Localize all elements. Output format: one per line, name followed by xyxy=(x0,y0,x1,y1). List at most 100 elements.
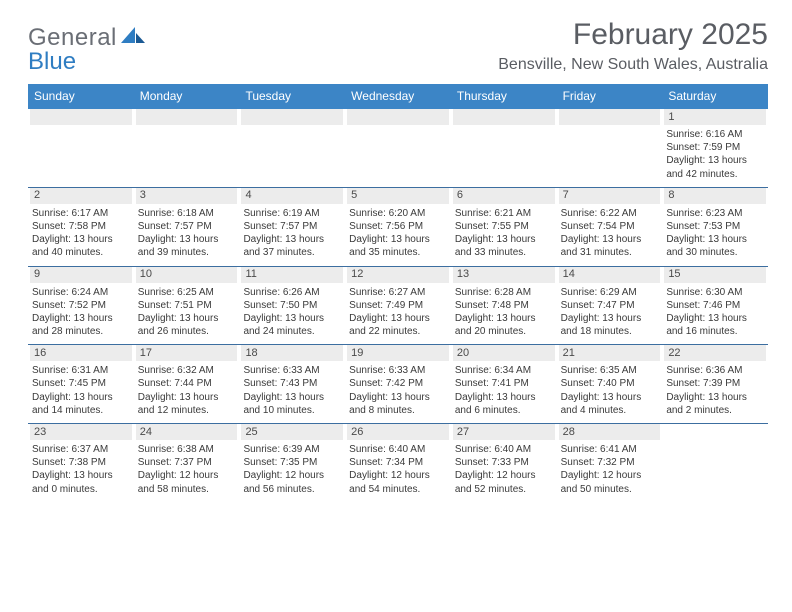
day-cell: 8Sunrise: 6:23 AMSunset: 7:53 PMDaylight… xyxy=(662,188,768,266)
day-number-strip xyxy=(559,109,661,125)
title-block: February 2025 Bensville, New South Wales… xyxy=(498,18,768,74)
weeks-container: 1Sunrise: 6:16 AMSunset: 7:59 PMDaylight… xyxy=(28,109,768,502)
daylight2-line: and 16 minutes. xyxy=(664,325,766,338)
daylight2-line: and 28 minutes. xyxy=(30,325,132,338)
day-number-strip: 28 xyxy=(559,424,661,440)
calendar: SundayMondayTuesdayWednesdayThursdayFrid… xyxy=(28,84,768,502)
daylight1-line: Daylight: 13 hours xyxy=(241,233,343,246)
day-number-strip: 26 xyxy=(347,424,449,440)
daylight2-line: and 39 minutes. xyxy=(136,246,238,259)
daylight1-line: Daylight: 13 hours xyxy=(559,312,661,325)
sunrise-line: Sunrise: 6:39 AM xyxy=(241,443,343,456)
sunset-line: Sunset: 7:58 PM xyxy=(30,220,132,233)
day-number-strip: 4 xyxy=(241,188,343,204)
day-cell: 10Sunrise: 6:25 AMSunset: 7:51 PMDayligh… xyxy=(134,267,240,345)
day-cell: 19Sunrise: 6:33 AMSunset: 7:42 PMDayligh… xyxy=(345,345,451,423)
day-cell: 18Sunrise: 6:33 AMSunset: 7:43 PMDayligh… xyxy=(239,345,345,423)
day-number: 10 xyxy=(140,267,152,282)
sunrise-line: Sunrise: 6:24 AM xyxy=(30,286,132,299)
sunset-line: Sunset: 7:34 PM xyxy=(347,456,449,469)
weekday-header: Wednesday xyxy=(345,84,451,109)
daylight2-line: and 52 minutes. xyxy=(453,483,555,496)
day-cell: 7Sunrise: 6:22 AMSunset: 7:54 PMDaylight… xyxy=(557,188,663,266)
day-number: 14 xyxy=(563,267,575,282)
daylight2-line: and 20 minutes. xyxy=(453,325,555,338)
sunrise-line: Sunrise: 6:17 AM xyxy=(30,207,132,220)
day-cell: 14Sunrise: 6:29 AMSunset: 7:47 PMDayligh… xyxy=(557,267,663,345)
empty-cell xyxy=(134,109,240,187)
day-cell: 5Sunrise: 6:20 AMSunset: 7:56 PMDaylight… xyxy=(345,188,451,266)
day-number-strip: 22 xyxy=(664,345,766,361)
day-cell: 16Sunrise: 6:31 AMSunset: 7:45 PMDayligh… xyxy=(28,345,134,423)
daylight1-line: Daylight: 13 hours xyxy=(664,312,766,325)
daylight2-line: and 10 minutes. xyxy=(241,404,343,417)
sunset-line: Sunset: 7:35 PM xyxy=(241,456,343,469)
sunrise-line: Sunrise: 6:28 AM xyxy=(453,286,555,299)
sunrise-line: Sunrise: 6:20 AM xyxy=(347,207,449,220)
sunrise-line: Sunrise: 6:37 AM xyxy=(30,443,132,456)
sunset-line: Sunset: 7:47 PM xyxy=(559,299,661,312)
day-number: 13 xyxy=(457,267,469,282)
day-number: 7 xyxy=(563,188,569,203)
day-cell: 15Sunrise: 6:30 AMSunset: 7:46 PMDayligh… xyxy=(662,267,768,345)
sunset-line: Sunset: 7:44 PM xyxy=(136,377,238,390)
sunset-line: Sunset: 7:37 PM xyxy=(136,456,238,469)
daylight2-line: and 26 minutes. xyxy=(136,325,238,338)
day-number: 25 xyxy=(245,425,257,440)
day-number: 11 xyxy=(245,267,256,282)
sunset-line: Sunset: 7:40 PM xyxy=(559,377,661,390)
daylight1-line: Daylight: 13 hours xyxy=(136,391,238,404)
sunset-line: Sunset: 7:32 PM xyxy=(559,456,661,469)
daylight1-line: Daylight: 13 hours xyxy=(136,233,238,246)
day-number-strip: 2 xyxy=(30,188,132,204)
daylight2-line: and 54 minutes. xyxy=(347,483,449,496)
day-cell: 3Sunrise: 6:18 AMSunset: 7:57 PMDaylight… xyxy=(134,188,240,266)
daylight1-line: Daylight: 13 hours xyxy=(241,391,343,404)
daylight1-line: Daylight: 13 hours xyxy=(347,391,449,404)
daylight2-line: and 50 minutes. xyxy=(559,483,661,496)
weekday-header: Tuesday xyxy=(239,84,345,109)
daylight1-line: Daylight: 12 hours xyxy=(136,469,238,482)
day-number-strip: 17 xyxy=(136,345,238,361)
day-number: 23 xyxy=(34,425,46,440)
day-number: 6 xyxy=(457,188,463,203)
daylight2-line: and 24 minutes. xyxy=(241,325,343,338)
sunrise-line: Sunrise: 6:33 AM xyxy=(241,364,343,377)
day-cell: 28Sunrise: 6:41 AMSunset: 7:32 PMDayligh… xyxy=(557,424,663,502)
sunset-line: Sunset: 7:53 PM xyxy=(664,220,766,233)
daylight1-line: Daylight: 13 hours xyxy=(347,233,449,246)
day-number: 19 xyxy=(351,346,363,361)
month-title: February 2025 xyxy=(498,18,768,52)
day-number: 8 xyxy=(668,188,674,203)
week-row: 9Sunrise: 6:24 AMSunset: 7:52 PMDaylight… xyxy=(28,267,768,346)
daylight1-line: Daylight: 12 hours xyxy=(453,469,555,482)
empty-cell xyxy=(239,109,345,187)
day-cell: 20Sunrise: 6:34 AMSunset: 7:41 PMDayligh… xyxy=(451,345,557,423)
sunset-line: Sunset: 7:46 PM xyxy=(664,299,766,312)
day-cell: 24Sunrise: 6:38 AMSunset: 7:37 PMDayligh… xyxy=(134,424,240,502)
sunrise-line: Sunrise: 6:30 AM xyxy=(664,286,766,299)
empty-cell xyxy=(345,109,451,187)
daylight1-line: Daylight: 12 hours xyxy=(559,469,661,482)
daylight2-line: and 56 minutes. xyxy=(241,483,343,496)
sunrise-line: Sunrise: 6:26 AM xyxy=(241,286,343,299)
day-number: 27 xyxy=(457,425,469,440)
day-number-strip: 16 xyxy=(30,345,132,361)
sunrise-line: Sunrise: 6:38 AM xyxy=(136,443,238,456)
sunset-line: Sunset: 7:52 PM xyxy=(30,299,132,312)
daylight2-line: and 40 minutes. xyxy=(30,246,132,259)
sunset-line: Sunset: 7:48 PM xyxy=(453,299,555,312)
sunset-line: Sunset: 7:54 PM xyxy=(559,220,661,233)
page: General February 2025 Bensville, New Sou… xyxy=(0,0,792,520)
day-number-strip: 23 xyxy=(30,424,132,440)
day-number-strip: 27 xyxy=(453,424,555,440)
day-cell: 21Sunrise: 6:35 AMSunset: 7:40 PMDayligh… xyxy=(557,345,663,423)
day-cell: 26Sunrise: 6:40 AMSunset: 7:34 PMDayligh… xyxy=(345,424,451,502)
day-cell: 13Sunrise: 6:28 AMSunset: 7:48 PMDayligh… xyxy=(451,267,557,345)
daylight1-line: Daylight: 13 hours xyxy=(453,391,555,404)
day-number: 2 xyxy=(34,188,40,203)
day-cell: 12Sunrise: 6:27 AMSunset: 7:49 PMDayligh… xyxy=(345,267,451,345)
sunrise-line: Sunrise: 6:19 AM xyxy=(241,207,343,220)
daylight1-line: Daylight: 13 hours xyxy=(453,233,555,246)
day-number: 18 xyxy=(245,346,257,361)
